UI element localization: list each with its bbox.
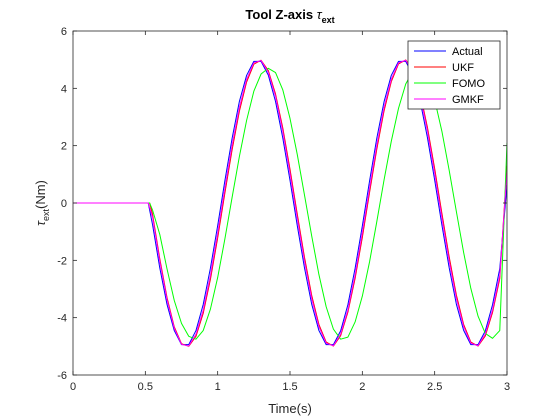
x-tick-label: 0 xyxy=(70,381,76,393)
y-tick-label: -6 xyxy=(57,370,67,382)
y-tick-label: 0 xyxy=(61,198,67,210)
series-line-fomo xyxy=(73,67,507,340)
ylabel-units: (Nm) xyxy=(33,180,48,209)
y-axis-label: τext(Nm) xyxy=(33,180,51,226)
y-tick-label: 6 xyxy=(61,26,67,38)
title-subscript: ext xyxy=(322,15,335,25)
y-tick-label: 4 xyxy=(61,83,67,95)
series-line-gmkf xyxy=(73,59,507,347)
legend-label-gmkf: GMKF xyxy=(452,94,484,106)
x-tick-label: 2 xyxy=(359,381,365,393)
legend-label-actual: Actual xyxy=(452,46,483,58)
legend-label-fomo: FOMO xyxy=(452,78,485,90)
x-tick-label: 1 xyxy=(215,381,221,393)
legend: Actual UKF FOMO GMKF xyxy=(407,40,501,110)
ylabel-subscript: ext xyxy=(41,209,51,222)
legend-box xyxy=(407,40,501,110)
y-tick-label: -4 xyxy=(57,313,67,325)
x-tick-label: 2.5 xyxy=(427,381,442,393)
legend-label-ukf: UKF xyxy=(452,62,474,74)
title-tau-symbol: τ xyxy=(317,7,323,22)
axes-layer: 0 0.5 1 1.5 2 2.5 3 -6 -4 -2 0 2 4 6 xyxy=(57,26,510,393)
chart-title: Tool Z-axis τext xyxy=(245,7,334,25)
ylabel-tau-symbol: τ xyxy=(33,220,48,226)
series-line-actual xyxy=(73,60,507,346)
y-tick-label: 2 xyxy=(61,141,67,153)
y-tick-label: -2 xyxy=(57,255,67,267)
x-axis-label: Time(s) xyxy=(268,401,312,416)
x-tick-label: 3 xyxy=(504,381,510,393)
x-tick-label: 1.5 xyxy=(282,381,297,393)
x-tick-label: 0.5 xyxy=(138,381,153,393)
series-layer xyxy=(73,59,507,347)
